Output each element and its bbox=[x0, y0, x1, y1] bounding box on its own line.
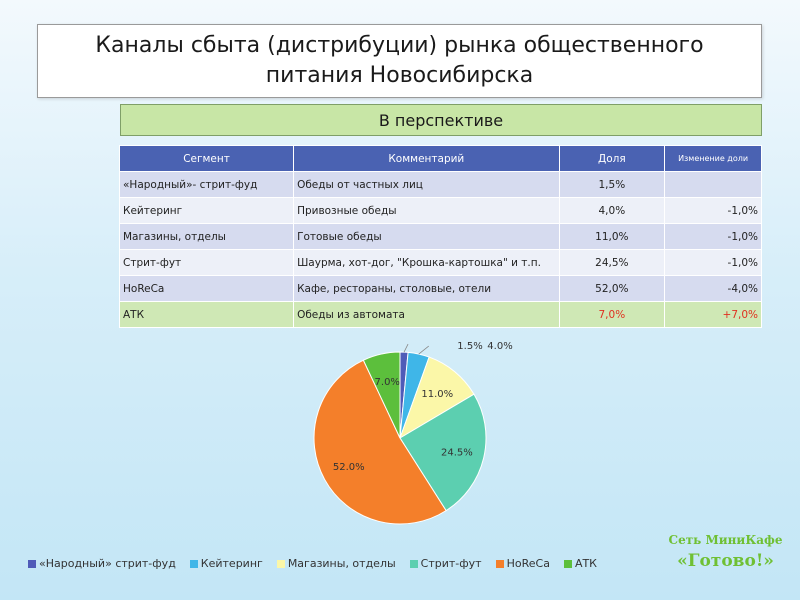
legend-label: Магазины, отделы bbox=[287, 557, 396, 570]
cell-share: 24,5% bbox=[558, 249, 666, 276]
legend-item: Кейтеринг bbox=[189, 557, 263, 570]
legend-swatch bbox=[28, 559, 36, 568]
brand-logo: Сеть МиниКафе «Готово!» bbox=[663, 533, 788, 571]
table-row: Магазины, отделы Готовые обеды 11,0% -1,… bbox=[118, 223, 762, 250]
pie-leader-line-1 bbox=[418, 345, 430, 355]
header-segment: Сегмент bbox=[118, 145, 295, 172]
cell-segment: HoReCa bbox=[118, 275, 295, 302]
legend-label: HoReCa bbox=[506, 557, 550, 570]
cell-segment: «Народный»- стрит-фуд bbox=[118, 171, 295, 198]
cell-segment: АТК bbox=[118, 301, 295, 328]
legend-item: «Народный» стрит-фуд bbox=[28, 557, 176, 570]
cell-change: -1,0% bbox=[664, 249, 762, 276]
cell-change bbox=[664, 171, 762, 198]
pie-label-1: 4.0% bbox=[487, 341, 512, 352]
cell-share: 7,0% bbox=[558, 301, 666, 328]
cell-segment: Стрит-фут bbox=[118, 249, 295, 276]
pie-label-2: 11.0% bbox=[421, 389, 453, 400]
cell-segment: Магазины, отделы bbox=[118, 223, 295, 250]
pie-slice-4 bbox=[313, 359, 447, 525]
table-row: АТК Обеды из автомата 7,0% +7,0% bbox=[118, 301, 762, 328]
chart-legend: «Народный» стрит-фуд Кейтеринг Магазины, о… bbox=[28, 557, 611, 570]
cell-change: -1,0% bbox=[664, 223, 762, 250]
brand-line2: «Готово!» bbox=[677, 551, 774, 571]
legend-label: «Народный» стрит-фуд bbox=[39, 557, 176, 570]
legend-item: Магазины, отделы bbox=[276, 557, 396, 570]
cell-comment: Кафе, рестораны, столовые, отели bbox=[293, 275, 560, 302]
table-row: Стрит-фут Шаурма, хот-дог, "Крошка-карто… bbox=[118, 249, 762, 276]
cell-change: +7,0% bbox=[664, 301, 762, 328]
cell-share: 4,0% bbox=[558, 197, 666, 224]
pie-label-0: 1.5% bbox=[457, 341, 482, 352]
segments-table: Сегмент Комментарий Доля Изменение доли … bbox=[118, 145, 762, 328]
pie-slice-3 bbox=[399, 393, 487, 512]
slide-title: Каналы сбыта (дистрибуции) рынка обществ… bbox=[37, 24, 762, 98]
legend-swatch bbox=[189, 559, 198, 568]
cell-share: 11,0% bbox=[558, 223, 666, 250]
slide-title-text: Каналы сбыта (дистрибуции) рынка обществ… bbox=[95, 33, 704, 88]
legend-item: HoReCa bbox=[495, 557, 550, 570]
cell-change: -4,0% bbox=[664, 275, 762, 302]
cell-comment: Обеды от частных лиц bbox=[293, 171, 560, 198]
table-row: «Народный»- стрит-фуд Обеды от частных л… bbox=[118, 171, 762, 198]
slide-subtitle: В перспективе bbox=[120, 104, 762, 136]
legend-label: Стрит-фут bbox=[420, 557, 482, 570]
cell-share: 1,5% bbox=[558, 171, 666, 198]
pie-slice-5 bbox=[362, 351, 401, 439]
table-header-row: Сегмент Комментарий Доля Изменение доли bbox=[118, 145, 762, 172]
cell-comment: Готовые обеды bbox=[293, 223, 560, 250]
table-row: Кейтеринг Привозные обеды 4,0% -1,0% bbox=[118, 197, 762, 224]
legend-item: АТК bbox=[563, 557, 597, 570]
pie-leader-line-0 bbox=[403, 343, 409, 353]
brand-line1: Сеть МиниКафе bbox=[668, 533, 783, 547]
cell-segment: Кейтеринг bbox=[118, 197, 295, 224]
header-comment: Комментарий bbox=[293, 145, 560, 172]
table-row: HoReCa Кафе, рестораны, столовые, отели … bbox=[118, 275, 762, 302]
legend-swatch bbox=[276, 559, 285, 568]
legend-swatch bbox=[563, 559, 572, 568]
pie-label-5: 7.0% bbox=[375, 377, 400, 388]
slide-subtitle-text: В перспективе bbox=[378, 110, 504, 130]
legend-label: АТК bbox=[574, 557, 597, 570]
cell-comment: Шаурма, хот-дог, "Крошка-картошка" и т.п… bbox=[293, 249, 560, 276]
legend-swatch bbox=[409, 559, 418, 568]
cell-change: -1,0% bbox=[664, 197, 762, 224]
pie-label-4: 52.0% bbox=[333, 462, 365, 473]
cell-comment: Обеды из автомата bbox=[293, 301, 560, 328]
legend-label: Кейтеринг bbox=[200, 557, 263, 570]
pie-label-3: 24.5% bbox=[441, 448, 473, 459]
legend-swatch bbox=[495, 559, 504, 568]
legend-item: Стрит-фут bbox=[409, 557, 482, 570]
header-change: Изменение доли bbox=[664, 145, 762, 172]
